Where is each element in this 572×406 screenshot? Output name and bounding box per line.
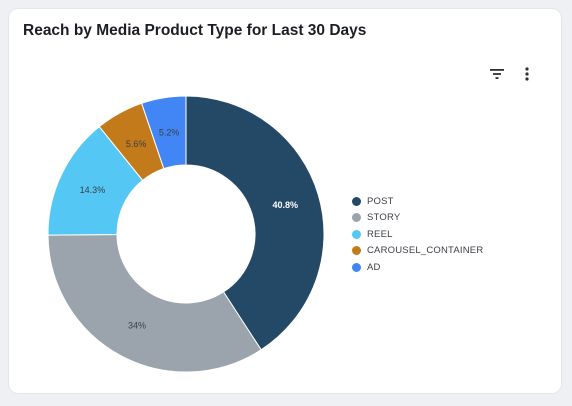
legend-item-story[interactable]: STORY [352, 210, 483, 227]
legend-swatch [352, 262, 361, 272]
slice-label-reel: 14.3% [80, 185, 106, 195]
legend-swatch [352, 213, 361, 223]
chart-title: Reach by Media Product Type for Last 30 … [23, 22, 367, 39]
slice-label-story: 34% [128, 321, 146, 331]
donut-chart: 40.8% 34% 14.3% 5.6% 5.2% [47, 95, 325, 373]
legend-swatch [352, 196, 361, 206]
legend-item-post[interactable]: POST [352, 193, 483, 210]
chart-card: Reach by Media Product Type for Last 30 … [8, 8, 562, 394]
legend-label: POST [367, 195, 394, 207]
slice-story[interactable] [47, 234, 262, 373]
legend-swatch [352, 246, 361, 256]
legend-item-ad[interactable]: AD [352, 259, 483, 276]
chart-toolbar [489, 66, 535, 82]
slice-post[interactable] [185, 95, 325, 351]
legend-label: AD [367, 261, 381, 273]
slice-ad[interactable] [141, 95, 187, 170]
legend-item-carousel-container[interactable]: CAROUSEL_CONTAINER [352, 243, 483, 260]
legend-label: CAROUSEL_CONTAINER [367, 245, 484, 257]
filter-icon[interactable] [489, 66, 505, 82]
chart-legend: POST STORY REEL CAROUSEL_CONTAINER AD [352, 193, 483, 276]
slice-label-carousel-container: 5.6% [126, 139, 147, 149]
legend-swatch [352, 229, 361, 239]
legend-item-reel[interactable]: REEL [352, 226, 483, 243]
slice-label-ad: 5.2% [159, 127, 180, 137]
legend-label: REEL [367, 228, 393, 240]
slice-label-post: 40.8% [272, 200, 298, 210]
legend-label: STORY [367, 212, 401, 224]
more-vertical-icon[interactable] [519, 66, 535, 82]
